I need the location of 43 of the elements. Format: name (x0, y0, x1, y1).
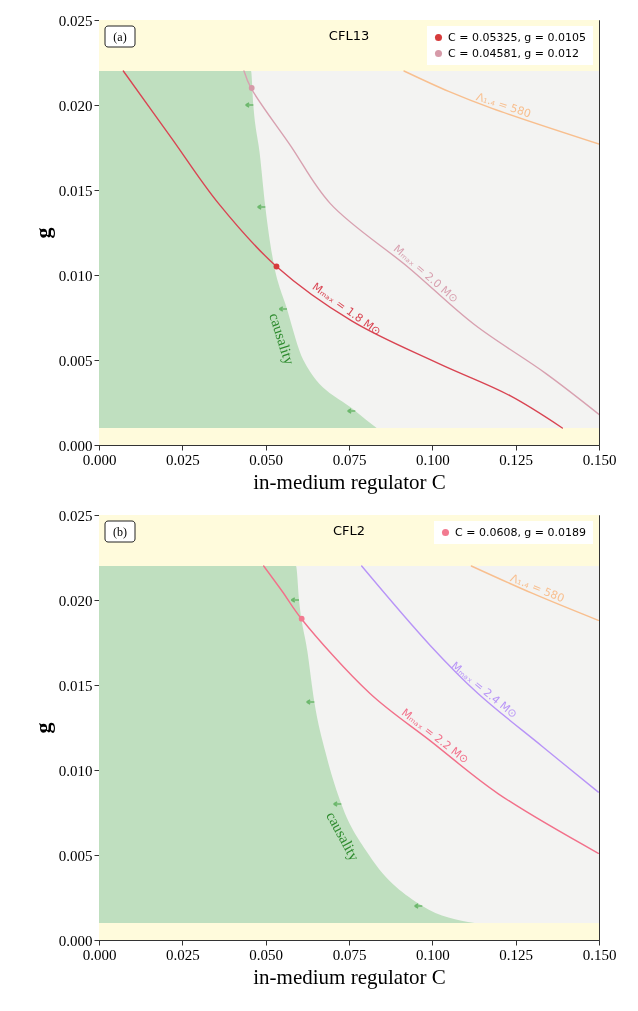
annotation: (a) (113, 29, 127, 44)
y-axis-title: g (29, 227, 55, 239)
y-tick-label: 0.005 (58, 352, 93, 369)
text: Λ₁.₄ = 580 (474, 90, 533, 121)
y-axis-title: g (29, 722, 55, 734)
x-tick-label: 0.100 (415, 451, 450, 468)
text: Λ₁.₄ = 580 (508, 571, 567, 606)
x-tick-label: 0.150 (582, 946, 617, 963)
legend-label: C = 0.0608, g = 0.0189 (455, 525, 587, 539)
y-tick-label: 0.025 (58, 507, 93, 524)
x-tick-label: 0.075 (332, 451, 367, 468)
line-series (360, 565, 599, 793)
x-tick-label: 0.025 (165, 451, 200, 468)
legend-label: C = 0.05325, g = 0.0105 (448, 30, 587, 44)
legend-label: C = 0.04581, g = 0.012 (448, 46, 580, 60)
annotation: (b) (113, 524, 127, 539)
y-tick-label: 0.010 (58, 267, 93, 284)
x-tick-label: 0.000 (82, 946, 117, 963)
y-tick-label: 0.015 (58, 182, 93, 199)
y-tick-label: 0.020 (58, 592, 93, 609)
line-series (243, 70, 599, 416)
x-tick-label: 0.075 (332, 946, 367, 963)
y-tick-label: 0.015 (58, 677, 93, 694)
y-tick-label: 0.025 (58, 12, 93, 29)
text: CFL13 (328, 28, 370, 43)
series-label: causality (266, 310, 298, 368)
x-tick-label: 0.025 (165, 946, 200, 963)
text: CFL2 (332, 523, 366, 538)
line-series (403, 70, 599, 145)
y-tick-label: 0.005 (58, 847, 93, 864)
y-tick-label: 0.020 (58, 97, 93, 114)
x-tick-label: 0.125 (499, 451, 534, 468)
x-tick-label: 0.000 (82, 451, 117, 468)
x-tick-label: 0.150 (582, 451, 617, 468)
y-tick-label: 0.000 (58, 437, 93, 454)
x-axis-title: in-medium regulator C (253, 469, 446, 494)
y-tick-label: 0.010 (58, 762, 93, 779)
x-tick-label: 0.100 (415, 946, 450, 963)
x-tick-label: 0.125 (499, 946, 534, 963)
x-tick-label: 0.050 (249, 451, 284, 468)
x-tick-label: 0.050 (249, 946, 284, 963)
x-axis-title: in-medium regulator C (253, 964, 446, 989)
y-tick-label: 0.000 (58, 932, 93, 949)
